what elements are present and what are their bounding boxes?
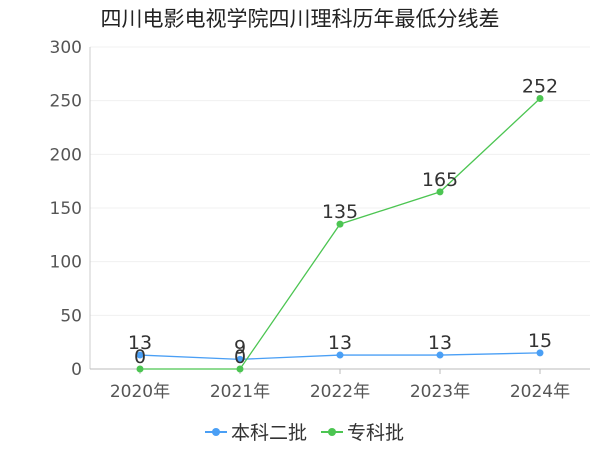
data-point[interactable] — [336, 351, 344, 359]
y-tick-label: 50 — [60, 306, 82, 326]
y-tick-label: 200 — [50, 145, 82, 165]
series-group — [136, 95, 544, 373]
legend-item-2[interactable]: 专科批 — [321, 422, 404, 444]
data-label: 0 — [134, 346, 146, 368]
x-tick-label: 2022年 — [310, 382, 370, 402]
data-label: 13 — [428, 332, 452, 354]
data-point[interactable] — [136, 351, 144, 359]
legend-swatch-marker — [212, 428, 220, 436]
data-label: 165 — [422, 169, 458, 191]
y-tick-label: 250 — [50, 92, 82, 112]
x-tick-label: 2021年 — [210, 382, 270, 402]
y-tick-label: 150 — [50, 199, 82, 219]
series-line-2 — [140, 98, 541, 370]
data-label: 0 — [234, 346, 246, 368]
data-label: 252 — [522, 76, 558, 98]
y-tick-label: 300 — [50, 38, 82, 58]
data-label: 9 — [234, 336, 246, 358]
data-point[interactable] — [336, 220, 344, 228]
data-label: 135 — [322, 201, 358, 223]
data-point[interactable] — [436, 351, 444, 359]
legend-item-1[interactable]: 本科二批 — [205, 422, 307, 444]
data-point[interactable] — [136, 365, 144, 373]
data-point[interactable] — [536, 349, 544, 357]
chart-title: 四川电影电视学院四川理科历年最低分线差 — [101, 7, 500, 31]
y-tick-label: 100 — [50, 253, 82, 273]
data-label: 13 — [128, 332, 152, 354]
x-tick-label: 2020年 — [110, 382, 170, 402]
data-labels: 13 9 13 13 15 0 0 135 165 252 — [128, 76, 558, 368]
data-label: 15 — [528, 330, 552, 352]
data-label: 13 — [328, 332, 352, 354]
x-tick-label: 2023年 — [410, 382, 470, 402]
legend[interactable]: 本科二批 专科批 — [205, 422, 404, 444]
data-point[interactable] — [536, 95, 544, 103]
data-point[interactable] — [236, 365, 244, 373]
legend-label: 本科二批 — [231, 422, 307, 444]
legend-label: 专科批 — [347, 422, 404, 444]
data-point[interactable] — [236, 355, 244, 363]
y-tick-label: 0 — [71, 360, 82, 380]
grid — [90, 46, 590, 316]
data-point[interactable] — [436, 188, 444, 196]
legend-swatch-marker — [328, 428, 336, 436]
x-tick-label: 2024年 — [510, 382, 570, 402]
